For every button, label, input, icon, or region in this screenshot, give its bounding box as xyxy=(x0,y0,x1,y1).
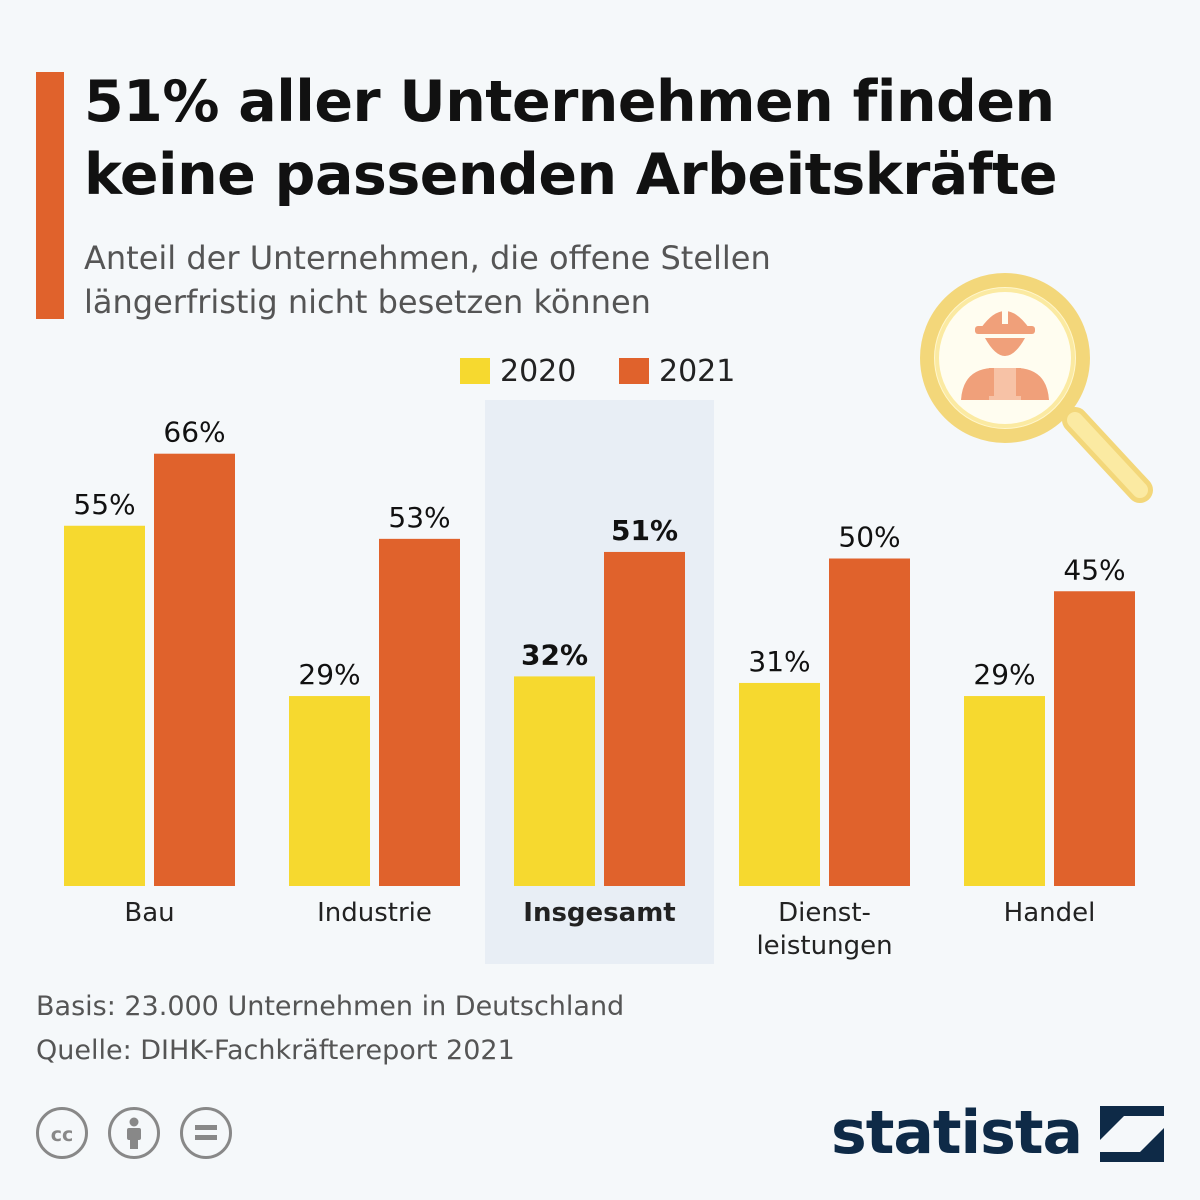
page-subtitle: Anteil der Unternehmen, die offene Stell… xyxy=(84,239,771,321)
data-label-2020-4: 29% xyxy=(973,658,1035,691)
category-label-3-1: leistungen xyxy=(756,931,892,961)
chart-legend: 2020 2021 xyxy=(0,352,1200,392)
data-label-2020-3: 31% xyxy=(748,645,810,678)
data-label-2020-2: 32% xyxy=(521,638,588,671)
bar-2021-4 xyxy=(1054,591,1135,886)
category-label-3-0: Dienst- xyxy=(778,898,871,928)
bar-chart: 55% 66% Bau 29% 53% Industrie 32% 51% Insgesamt 3… xyxy=(64,400,1135,964)
data-label-2021-1: 53% xyxy=(388,501,450,534)
svg-text:cc: cc xyxy=(51,1124,74,1146)
data-label-2020-1: 29% xyxy=(298,658,360,691)
data-label-2021-0: 66% xyxy=(163,416,225,449)
legend-swatch-2020 xyxy=(460,358,490,384)
legend-swatch-2021 xyxy=(619,358,649,384)
data-label-2021-3: 50% xyxy=(838,521,900,554)
data-label-2020-0: 55% xyxy=(73,488,135,521)
creative-commons-icon[interactable]: cc xyxy=(36,1107,88,1159)
legend-label-2020: 2020 xyxy=(500,354,577,389)
page-title: 51% aller Unternehmen finden keine passe… xyxy=(84,69,1057,208)
statista-logo[interactable]: statista xyxy=(824,1098,1164,1168)
title-accent-bar xyxy=(36,72,64,319)
bar-2020-4 xyxy=(964,696,1045,886)
statista-wordmark: statista xyxy=(830,1098,1083,1168)
bar-2021-3 xyxy=(829,558,910,886)
category-label-4: Handel xyxy=(1004,898,1096,928)
bar-2021-0 xyxy=(154,453,235,886)
footer-basis: Basis: 23.000 Unternehmen in Deutschland xyxy=(36,991,625,1022)
bar-2021-1 xyxy=(379,538,460,886)
no-derivatives-icon[interactable] xyxy=(180,1107,232,1159)
attribution-icon[interactable] xyxy=(108,1107,160,1159)
data-label-2021-2: 51% xyxy=(611,514,678,547)
magnifying-glass-worker-icon xyxy=(905,270,1165,524)
legend-label-2021: 2021 xyxy=(659,354,736,389)
footer-source: Quelle: DIHK-Fachkräftereport 2021 xyxy=(36,1035,515,1066)
bar-2020-2 xyxy=(514,676,595,886)
bar-2020-3 xyxy=(739,682,820,886)
statista-logo-mark-icon xyxy=(1100,1106,1164,1162)
bar-2020-0 xyxy=(64,525,145,886)
bar-2021-2 xyxy=(604,551,685,886)
data-label-2021-4: 45% xyxy=(1063,553,1125,586)
category-label-2: Insgesamt xyxy=(523,898,675,928)
bar-2020-1 xyxy=(289,696,370,886)
category-label-1: Industrie xyxy=(317,898,432,928)
category-label-0: Bau xyxy=(124,898,174,928)
